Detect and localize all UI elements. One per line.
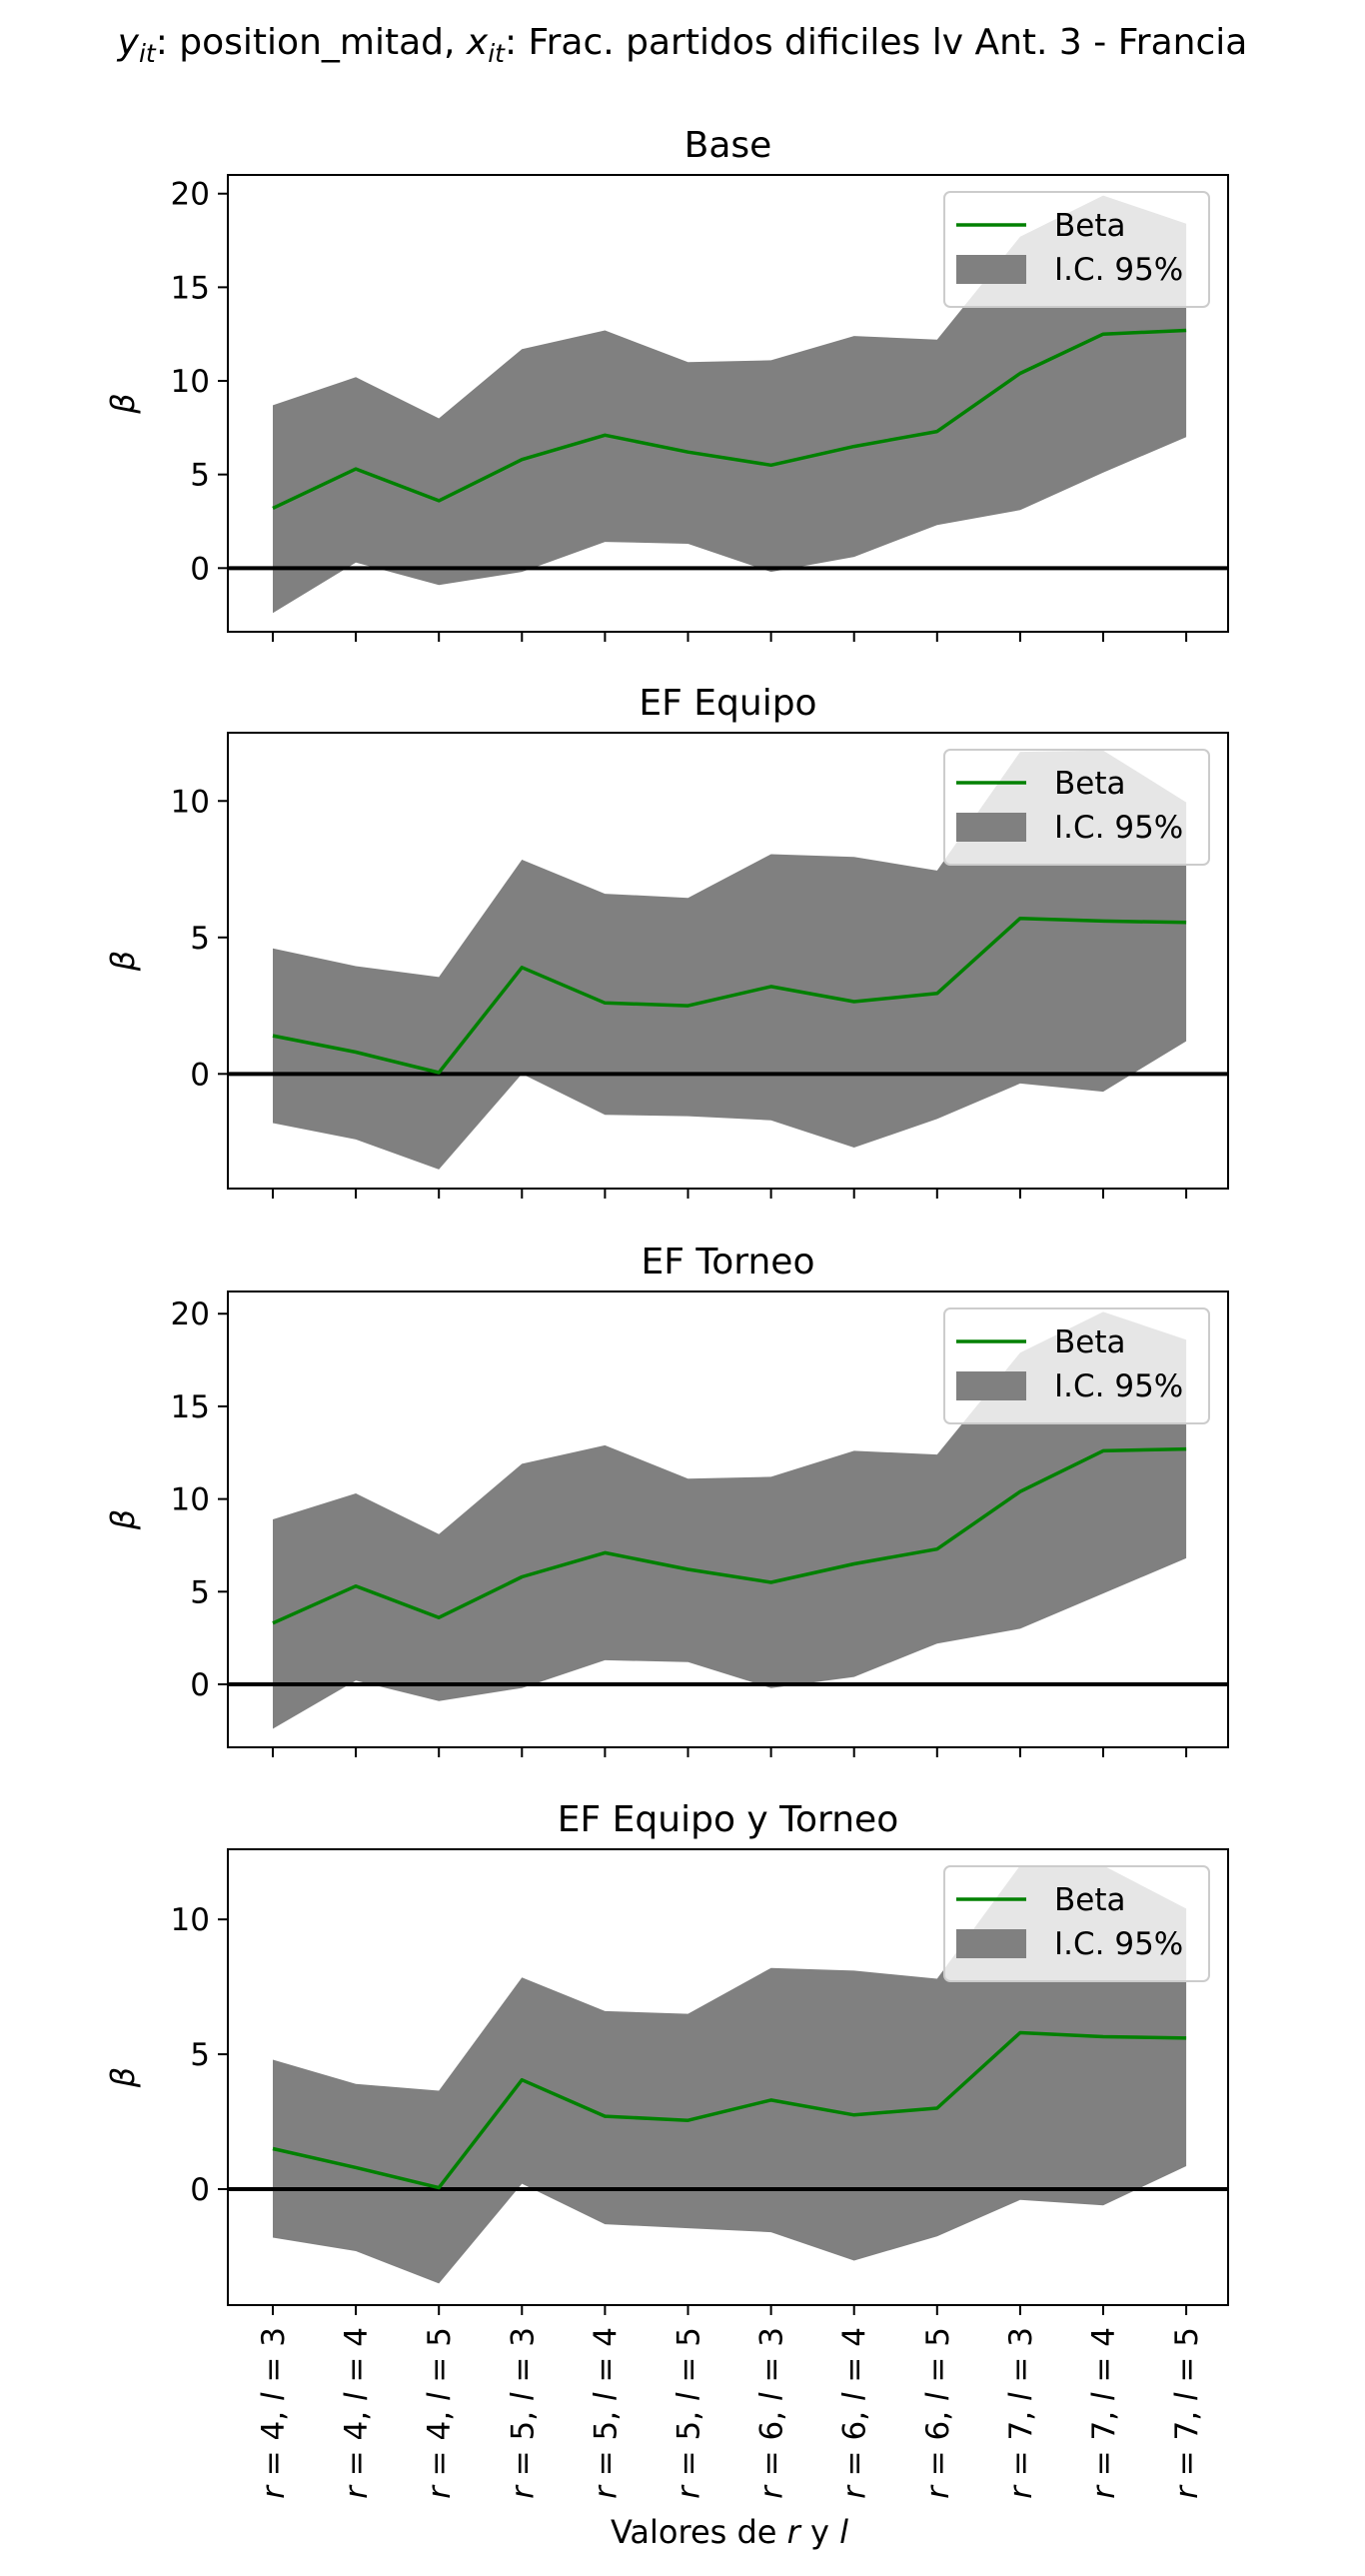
y-axis-label: β (104, 951, 142, 972)
legend-ci-label: I.C. 95% (1054, 810, 1183, 846)
legend-beta-label: Beta (1054, 1882, 1126, 1918)
x-tick-label: r = 7, l = 5 (1169, 2327, 1205, 2499)
x-tick-labels: r = 4, l = 3 r = 4, l = 4 r = 4, l = 5 r = … (256, 2327, 1205, 2499)
x-axis-label-prefix: Valores de (611, 2513, 787, 2551)
y-tick-label: 10 (171, 1482, 210, 1518)
x-tick-label: r = 5, l = 5 (672, 2327, 707, 2499)
y-tick-label: 15 (171, 270, 210, 306)
x-tick-label: r = 4, l = 4 (339, 2327, 375, 2499)
legend-ci-swatch (956, 813, 1026, 842)
panel-title: Base (684, 125, 772, 166)
legend-ci-label: I.C. 95% (1054, 252, 1183, 288)
y-tick-label: 20 (171, 1296, 210, 1332)
beta-line (272, 1446, 1187, 1625)
y-tick-label: 10 (171, 364, 210, 400)
beta-line (272, 916, 1187, 1075)
x-axis-label-mid: y (800, 2513, 839, 2551)
panel-title: EF Torneo (642, 1242, 815, 1283)
beta-line (272, 328, 1187, 510)
y-tick-label: 0 (190, 551, 210, 587)
legend-beta-label: Beta (1054, 208, 1126, 244)
y-axis-label: β (104, 2067, 142, 2088)
suptitle-y-symbol: y (117, 22, 140, 63)
y-tick-label: 0 (190, 1057, 210, 1093)
suptitle-x-symbol: x (466, 22, 489, 63)
confidence-band (273, 1311, 1187, 1729)
y-tick-label: 5 (190, 2037, 210, 2073)
axes-frame (227, 1848, 1229, 2306)
chart-panel-2: EF Equipo 0 5 10 β Beta I.C. 95% (104, 683, 1229, 1199)
figure-suptitle: yit: position_mitad, xit: Frac. partidos… (117, 22, 1248, 68)
x-tick-label: r = 6, l = 3 (754, 2327, 790, 2499)
legend-ci-label: I.C. 95% (1054, 1368, 1183, 1404)
x-axis-label: Valores de r y l (611, 2513, 848, 2551)
y-tick-label: 0 (190, 2172, 210, 2208)
x-tick-label: r = 4, l = 5 (422, 2327, 458, 2499)
axes-frame (227, 1290, 1229, 1748)
panel-title: EF Equipo (639, 683, 816, 724)
x-tick-label: r = 7, l = 4 (1086, 2327, 1122, 2499)
y-tick-label: 10 (171, 1902, 210, 1938)
axes-frame (227, 732, 1229, 1190)
beta-line (272, 2030, 1187, 2190)
panel-title: EF Equipo y Torneo (558, 1799, 898, 1840)
suptitle-x-part: : Frac. partidos dificiles lv Ant. 3 - F… (505, 22, 1247, 63)
y-axis-label: β (104, 1509, 142, 1530)
suptitle-y-part: : position_mitad, (156, 22, 467, 63)
chart-panel-4: EF Equipo y Torneo 0 5 10 β Beta I.C. 95% (104, 1799, 1229, 2315)
x-tick-label: r = 4, l = 3 (256, 2327, 292, 2499)
y-tick-label: 20 (171, 177, 210, 213)
legend-ci-swatch (956, 1371, 1026, 1400)
x-tick-label: r = 6, l = 4 (837, 2327, 873, 2499)
confidence-band (273, 195, 1187, 614)
x-axis-label-r: r (787, 2513, 802, 2551)
legend-beta-label: Beta (1054, 1324, 1126, 1360)
y-axis-label: β (104, 393, 142, 414)
y-tick-label: 5 (190, 1574, 210, 1610)
legend-ci-label: I.C. 95% (1054, 1926, 1183, 1962)
suptitle-x-subscript: it (488, 39, 506, 68)
legend-ci-swatch (956, 255, 1026, 284)
legend-beta-label: Beta (1054, 766, 1126, 802)
chart-panel-3: EF Torneo 0 5 10 15 20 β Beta I.C. 95% (104, 1242, 1229, 1757)
chart-panel-1: Base 0 5 10 15 20 β Beta I.C. 95% (104, 125, 1229, 642)
x-tick-label: r = 5, l = 4 (588, 2327, 624, 2499)
y-tick-label: 10 (171, 784, 210, 820)
x-axis-label-l: l (839, 2513, 848, 2551)
y-tick-label: 5 (190, 921, 210, 957)
legend-ci-swatch (956, 1929, 1026, 1958)
x-tick-label: r = 6, l = 5 (920, 2327, 956, 2499)
x-tick-label: r = 7, l = 3 (1003, 2327, 1039, 2499)
axes-frame (227, 174, 1229, 633)
y-tick-label: 15 (171, 1389, 210, 1425)
y-tick-label: 5 (190, 458, 210, 494)
suptitle-y-subscript: it (139, 39, 157, 68)
x-tick-label: r = 5, l = 3 (505, 2327, 541, 2499)
y-tick-label: 0 (190, 1667, 210, 1703)
